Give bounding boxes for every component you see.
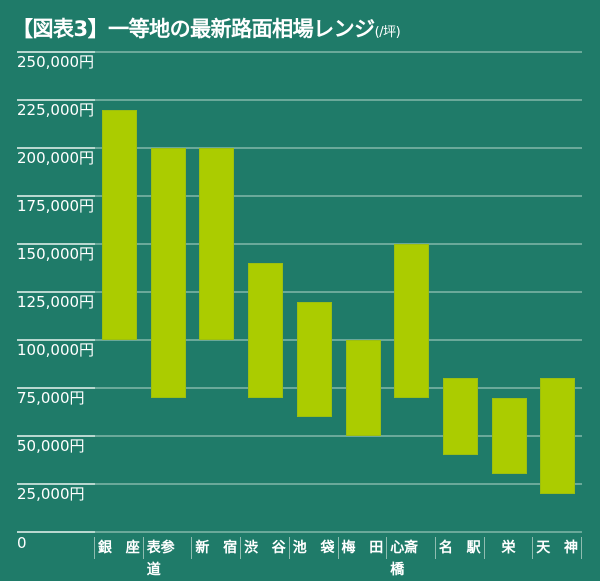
x-axis-label: 渋谷 [240,537,289,559]
gridline-stub [17,147,95,149]
x-axis-label: 心斎橋 [386,537,435,578]
gridline-stub [17,387,95,389]
gridline [17,243,582,245]
x-axis-label-part: 谷 [271,540,286,556]
gridline-stub [17,243,95,245]
x-axis-label-part: 表参道 [146,540,175,578]
y-axis-label: 225,000円 [17,101,95,119]
x-axis-label-part: 天 [536,540,551,556]
x-axis-label: 新宿 [191,537,240,559]
y-axis-label: 125,000円 [17,293,95,311]
x-axis-label-part: 田 [369,540,384,556]
gridline [17,531,582,533]
x-axis-label-part: 銀 [98,540,112,556]
y-axis-label: 0 [17,534,27,552]
chart-title-unit: (/坪) [374,25,401,40]
range-bar-8 [491,397,527,475]
gridline-stub [17,291,95,293]
gridline-stub [17,483,95,485]
range-bar-9 [540,378,576,494]
range-bar-0 [102,109,137,340]
gridline-stub [17,531,95,533]
x-axis-label: 栄 [483,537,533,559]
x-axis-label-part: 心斎橋 [390,540,419,578]
x-axis-label: 名駅 [434,537,484,559]
x-axis-label: 梅田 [337,537,387,559]
x-axis-label-part: 袋 [320,540,335,556]
gridline [17,483,582,485]
gridline-stub [17,435,95,437]
y-axis-label: 100,000円 [17,341,95,359]
range-bar-6 [394,244,430,398]
x-axis-label-part: 栄 [501,540,516,556]
range-bar-2 [199,148,235,340]
range-bar-3 [248,263,284,398]
gridline [17,195,582,197]
y-axis-label: 175,000円 [17,197,95,215]
chart-title: 【図表3】一等地の最新路面相場レンジ(/坪) [12,13,401,43]
x-axis-label-part: 梅 [341,540,356,556]
gridline-stub [17,339,95,341]
y-axis-label: 50,000円 [17,437,85,455]
gridline-stub [17,99,95,101]
y-axis-label: 150,000円 [17,245,95,263]
x-axis-label: 表参道 [142,537,192,578]
x-axis-label-part: 名 [438,540,453,556]
x-axis-divider [581,537,582,559]
gridline [17,435,582,437]
x-axis-label-part: 渋 [244,540,259,556]
gridline [17,51,582,53]
range-bar-7 [442,378,478,456]
x-axis-label: 銀座 [94,537,143,559]
y-axis-label: 250,000円 [17,53,95,71]
gridline [17,291,582,293]
gridline [17,147,582,149]
x-axis-label-part: 神 [563,540,578,556]
y-axis-label: 25,000円 [17,485,85,503]
x-axis-label: 池袋 [288,537,338,559]
gridline-stub [17,195,95,197]
y-axis-label: 200,000円 [17,149,95,167]
range-bar-4 [296,301,332,417]
range-bar-1 [150,148,186,398]
range-bar-5 [345,340,381,436]
x-axis-label: 天神 [532,537,581,559]
x-axis-label-part: 池 [292,540,307,556]
y-axis-label: 75,000円 [17,389,85,407]
x-axis-label-part: 座 [125,540,140,556]
x-axis-label-part: 宿 [223,540,238,556]
x-axis-label-part: 駅 [466,540,481,556]
gridline [17,99,582,101]
gridline-stub [17,51,95,53]
x-axis-label-part: 新 [195,540,210,556]
chart-title-main: 【図表3】一等地の最新路面相場レンジ [12,17,375,41]
